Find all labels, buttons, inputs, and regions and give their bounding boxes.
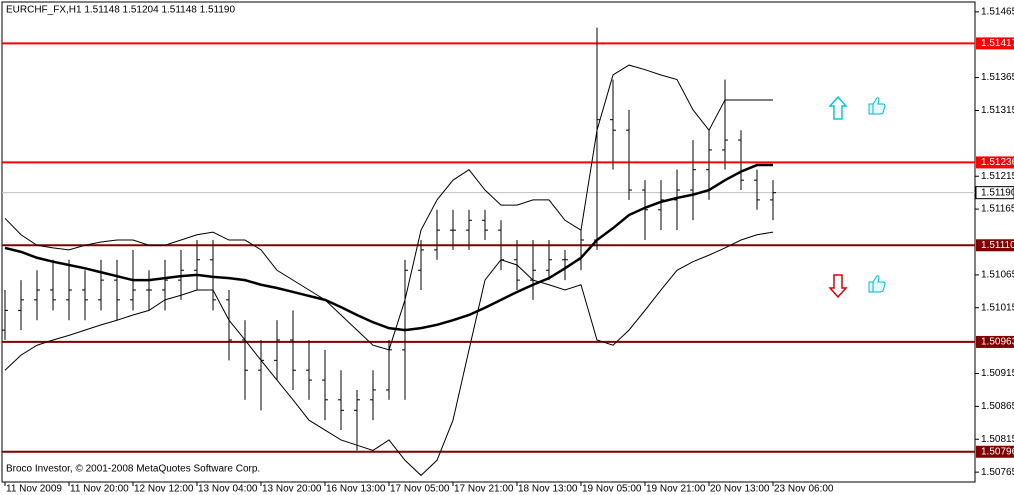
level-label: 1.51236 — [981, 157, 1014, 168]
x-tick-label: 13 Nov 20:00 — [262, 484, 322, 495]
y-tick-label: 1.50815 — [981, 434, 1014, 445]
chart-title: EURCHF_FX,H1 1.51148 1.51204 1.51148 1.5… — [6, 5, 235, 16]
x-tick-label: 11 Nov 20:00 — [70, 484, 129, 495]
y-tick-label: 1.50765 — [981, 467, 1014, 478]
level-label-box — [976, 335, 1014, 348]
y-tick-label: 1.51015 — [981, 302, 1014, 313]
level-label-box — [976, 156, 1014, 169]
y-tick-label: 1.50915 — [981, 368, 1014, 379]
x-tick-label: 17 Nov 05:00 — [390, 484, 450, 495]
y-tick-label: 1.51365 — [981, 72, 1014, 83]
down-arrow — [828, 274, 848, 299]
lower-band — [4, 231, 774, 477]
plot-frame — [1, 1, 976, 483]
level-label: 1.50796 — [981, 446, 1014, 457]
x-tick-label: 19 Nov 05:00 — [582, 484, 642, 495]
y-tick-label: 1.51165 — [981, 204, 1014, 215]
x-tick-label: 12 Nov 12:00 — [134, 484, 194, 495]
footer: Broco Investor, © 2001-2008 MetaQuotes S… — [6, 464, 260, 475]
x-tick-label: 13 Nov 04:00 — [198, 484, 258, 495]
y-tick-label: 1.51465 — [981, 6, 1014, 17]
x-tick-label: 20 Nov 13:00 — [710, 484, 770, 495]
x-tick-label: 23 Nov 06:00 — [774, 484, 834, 495]
x-tick-label: 17 Nov 21:00 — [454, 484, 514, 495]
level-label-box — [976, 239, 1014, 252]
last-price-label: 1.51190 — [981, 187, 1014, 198]
level-label: 1.50963 — [981, 337, 1014, 348]
last-price-box — [975, 186, 1014, 200]
x-tick-label: 16 Nov 13:00 — [326, 484, 386, 495]
up-arrow — [828, 95, 848, 120]
level-label-box — [976, 445, 1014, 458]
level-label-box — [976, 37, 1014, 50]
y-tick-label: 1.51315 — [981, 105, 1014, 116]
thumbs-up — [868, 275, 886, 293]
thumbs-up — [868, 97, 886, 115]
signal-icons — [828, 95, 886, 299]
y-tick-label: 1.51065 — [981, 270, 1014, 281]
x-tick-label: 18 Nov 13:00 — [518, 484, 578, 495]
upper-band — [4, 64, 773, 351]
x-tick-label: 11 Nov 2009 — [6, 484, 62, 495]
x-tick-label: 19 Nov 21:00 — [646, 484, 706, 495]
level-label: 1.51110 — [981, 240, 1014, 251]
moving-average — [4, 163, 773, 332]
y-tick-label: 1.50865 — [981, 401, 1014, 412]
level-label: 1.51417 — [981, 38, 1014, 49]
y-tick-label: 1.51215 — [981, 171, 1014, 182]
